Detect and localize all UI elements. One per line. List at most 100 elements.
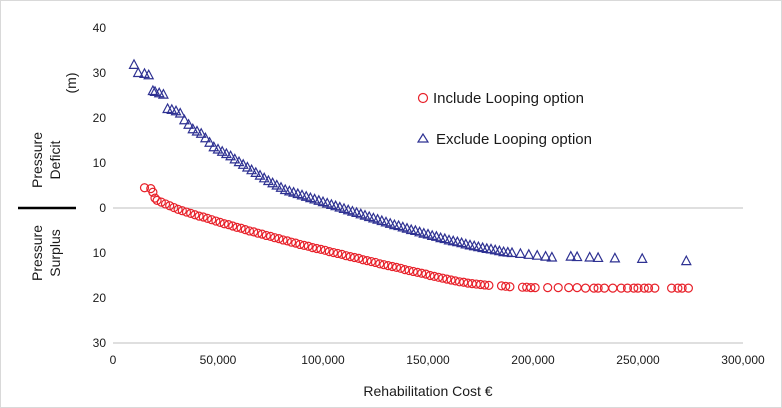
data-point-circle bbox=[349, 252, 360, 263]
data-point-triangle bbox=[178, 113, 190, 125]
legend-label-exclude: Exclude Looping option bbox=[436, 131, 592, 148]
data-point-circle bbox=[295, 239, 305, 250]
data-point-circle bbox=[257, 229, 267, 239]
data-point-circle bbox=[633, 283, 643, 293]
data-point-triangle bbox=[212, 143, 224, 154]
data-point-triangle bbox=[680, 254, 692, 266]
data-point-circle bbox=[666, 283, 677, 293]
data-point-circle bbox=[232, 222, 242, 232]
data-point-circle bbox=[396, 263, 406, 273]
data-point-circle bbox=[677, 283, 687, 293]
data-point-triangle bbox=[592, 251, 604, 263]
data-point-triangle bbox=[546, 251, 558, 262]
data-point-circle bbox=[215, 217, 225, 227]
data-point-circle bbox=[316, 244, 326, 254]
data-point-triangle bbox=[204, 136, 216, 147]
data-point-circle bbox=[366, 256, 376, 267]
data-point-triangle bbox=[183, 118, 195, 129]
data-point-triangle bbox=[609, 252, 621, 263]
data-point-triangle bbox=[258, 172, 270, 183]
data-point-circle bbox=[564, 283, 574, 293]
data-point-circle bbox=[194, 211, 204, 221]
data-point-circle bbox=[265, 231, 276, 241]
x-tick-label: 0 bbox=[110, 353, 117, 367]
data-point-triangle bbox=[216, 145, 228, 156]
data-point-circle bbox=[240, 225, 250, 235]
data-point-circle bbox=[387, 261, 397, 272]
data-point-triangle bbox=[187, 122, 199, 134]
data-point-circle bbox=[370, 257, 381, 268]
data-point-circle bbox=[400, 265, 410, 275]
data-point-triangle bbox=[170, 104, 182, 116]
data-point-circle bbox=[622, 283, 633, 293]
data-point-circle bbox=[383, 261, 393, 271]
x-tick-label: 200,000 bbox=[511, 353, 555, 367]
data-point-circle bbox=[341, 251, 351, 261]
data-point-circle bbox=[202, 213, 213, 223]
x-tick-label: 50,000 bbox=[200, 353, 237, 367]
data-point-circle bbox=[249, 227, 259, 237]
data-point-circle bbox=[442, 274, 452, 284]
y-tick-label: 10 bbox=[93, 246, 107, 260]
data-point-triangle bbox=[132, 66, 144, 78]
data-point-circle bbox=[639, 283, 649, 293]
data-point-triangle bbox=[191, 125, 203, 136]
plot-axes bbox=[113, 207, 743, 344]
data-point-circle bbox=[454, 277, 465, 287]
data-point-circle bbox=[328, 247, 339, 258]
data-point-circle bbox=[358, 255, 368, 265]
data-point-circle bbox=[223, 220, 234, 230]
surplus-label-line2: Surplus bbox=[47, 229, 63, 276]
data-point-circle bbox=[299, 240, 309, 250]
data-point-triangle bbox=[233, 155, 245, 167]
data-point-circle bbox=[459, 277, 469, 287]
data-point-circle bbox=[148, 187, 158, 197]
data-point-circle bbox=[650, 283, 660, 293]
data-point-triangle bbox=[229, 153, 241, 164]
data-point-circle bbox=[543, 283, 553, 293]
data-point-triangle bbox=[250, 166, 262, 177]
data-point-triangle bbox=[147, 84, 159, 96]
data-point-circle bbox=[320, 245, 330, 255]
data-point-triangle bbox=[531, 249, 543, 260]
data-point-triangle bbox=[540, 250, 552, 261]
data-point-circle bbox=[244, 226, 255, 236]
legend-label-include: Include Looping option bbox=[433, 90, 584, 107]
data-point-circle bbox=[190, 210, 200, 220]
data-point-triangle bbox=[584, 251, 596, 262]
y-axis-ticks: 40 30 20 10 0 10 20 30 bbox=[93, 21, 107, 350]
data-point-circle bbox=[375, 259, 385, 269]
data-point-circle bbox=[165, 201, 175, 211]
y-tick-label: 0 bbox=[99, 201, 106, 215]
data-point-triangle bbox=[275, 181, 287, 192]
data-point-triangle bbox=[271, 179, 283, 190]
data-point-triangle bbox=[237, 158, 249, 169]
data-point-circle bbox=[673, 283, 683, 293]
legend-marker-include bbox=[417, 92, 429, 104]
data-point-triangle bbox=[571, 250, 583, 262]
data-point-circle bbox=[593, 283, 603, 293]
data-point-circle bbox=[261, 230, 271, 241]
data-point-circle bbox=[270, 233, 280, 243]
y-tick-label: 30 bbox=[93, 66, 107, 80]
y-tick-label: 30 bbox=[93, 336, 107, 350]
data-point-circle bbox=[572, 283, 582, 293]
data-point-circle bbox=[417, 268, 427, 278]
data-point-circle bbox=[580, 283, 591, 293]
data-point-circle bbox=[429, 271, 439, 281]
data-point-triangle bbox=[254, 169, 266, 180]
deficit-label-line2: Deficit bbox=[47, 140, 63, 179]
x-tick-label: 250,000 bbox=[616, 353, 660, 367]
data-point-circle bbox=[186, 208, 196, 218]
data-point-circle bbox=[181, 207, 192, 217]
data-point-circle bbox=[152, 195, 162, 205]
data-point-circle bbox=[589, 283, 599, 293]
data-point-triangle bbox=[199, 131, 211, 143]
data-point-triangle bbox=[157, 88, 169, 99]
data-point-triangle bbox=[565, 250, 577, 261]
surplus-label-line1: Pressure bbox=[29, 225, 45, 281]
data-point-circle bbox=[616, 283, 626, 293]
data-point-triangle bbox=[208, 140, 220, 152]
y-tick-label: 20 bbox=[93, 111, 107, 125]
